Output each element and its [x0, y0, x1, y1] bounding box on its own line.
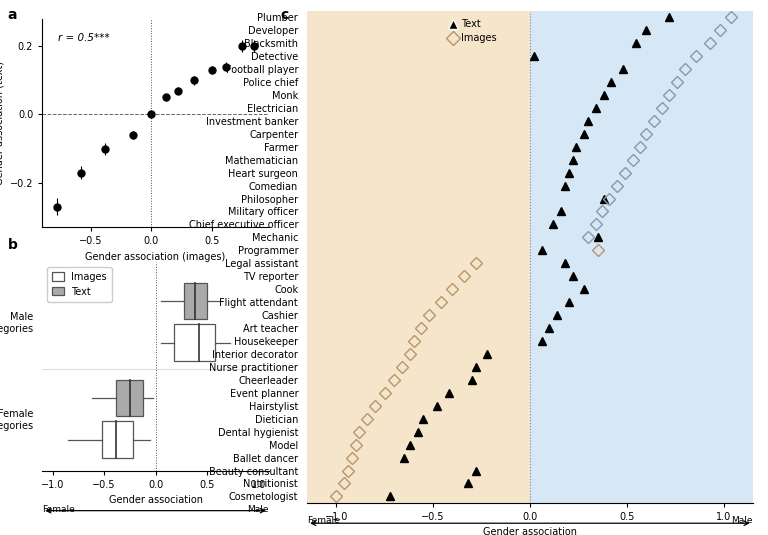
Bar — [117, 379, 143, 416]
X-axis label: Gender association: Gender association — [108, 495, 203, 506]
Bar — [184, 282, 207, 319]
Y-axis label: Gender association (text): Gender association (text) — [0, 61, 4, 185]
Text: Female: Female — [42, 505, 75, 514]
Text: Female: Female — [307, 516, 340, 524]
Text: c: c — [280, 8, 289, 22]
Text: a: a — [8, 8, 17, 22]
Text: b: b — [8, 238, 18, 252]
Bar — [102, 421, 133, 458]
Bar — [530, 11, 753, 503]
X-axis label: Gender association (images): Gender association (images) — [85, 252, 226, 262]
Bar — [174, 324, 215, 361]
Legend: Images, Text: Images, Text — [47, 267, 112, 302]
Legend: Text, Images: Text, Images — [445, 16, 501, 47]
Bar — [307, 11, 530, 503]
Text: r = 0.5***: r = 0.5*** — [58, 33, 110, 43]
Text: Male: Male — [247, 505, 269, 514]
Text: Male: Male — [731, 516, 753, 524]
X-axis label: Gender association: Gender association — [483, 528, 577, 535]
